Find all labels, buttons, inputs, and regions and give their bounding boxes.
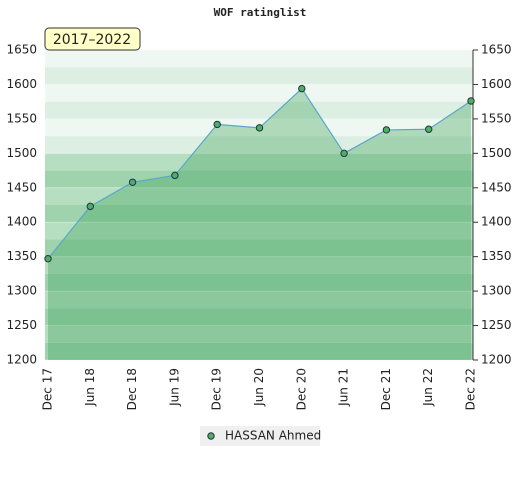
y2-tick-label: 1450	[481, 180, 512, 194]
band	[45, 239, 473, 257]
band	[45, 308, 473, 326]
y-tick-label: 1350	[6, 249, 37, 263]
x-tick-label: Jun 19	[167, 368, 181, 407]
point	[171, 171, 179, 180]
band	[45, 67, 473, 85]
point	[382, 126, 391, 134]
y2-tick-label: 1350	[481, 249, 512, 263]
y-tick-label: 1450	[6, 180, 37, 194]
point	[213, 120, 221, 129]
band	[45, 325, 473, 343]
legend-label: HASSAN Ahmed	[225, 429, 321, 443]
point	[340, 149, 348, 158]
band	[45, 291, 473, 309]
band	[45, 205, 473, 223]
y-tick-label: 1300	[6, 284, 37, 298]
point	[86, 202, 95, 211]
y2-tick-label: 1600	[481, 77, 512, 91]
marks	[44, 84, 475, 361]
plot-background	[45, 50, 473, 360]
y-tick-label: 1550	[6, 111, 37, 125]
x-tick-label: Dec 17	[41, 368, 55, 410]
y-tick-label: 1400	[6, 215, 37, 229]
y2-tick-label: 1250	[481, 318, 512, 332]
point	[255, 124, 264, 132]
x-tick-label: Dec 22	[464, 368, 478, 410]
x-tick-label: Jun 21	[337, 368, 351, 407]
band	[45, 273, 473, 292]
subtitle: 2017–2022	[53, 32, 131, 48]
band	[45, 222, 473, 240]
y-tick-label: 1650	[6, 43, 37, 57]
band	[45, 342, 473, 360]
area	[48, 88, 471, 361]
y-tick-label: 1200	[6, 353, 37, 367]
legend	[200, 426, 320, 446]
x-tick-label: Jun 22	[421, 368, 435, 407]
y-tick-label: 1600	[6, 77, 37, 91]
point	[298, 84, 306, 93]
band	[45, 101, 473, 119]
x-tick-label: Dec 18	[125, 368, 139, 410]
chart-title: WOF ratinglist	[214, 6, 307, 19]
band	[45, 170, 473, 188]
band	[45, 50, 473, 68]
y2-tick-label: 1300	[481, 284, 512, 298]
y2-tick-label: 1400	[481, 215, 512, 229]
y2-tick-label: 1650	[481, 43, 512, 57]
y2-tick-label: 1200	[481, 353, 512, 367]
subtitle-badge	[44, 27, 141, 51]
point	[467, 97, 475, 105]
x-tick-label: Jun 18	[83, 368, 97, 407]
band	[45, 136, 473, 154]
x-tick-label: Dec 19	[210, 368, 224, 410]
point	[425, 125, 433, 133]
point	[128, 178, 137, 186]
y-tick-label: 1250	[6, 318, 37, 332]
y2-tick-label: 1550	[481, 111, 512, 125]
band	[45, 256, 473, 274]
band	[45, 84, 473, 102]
band	[45, 187, 473, 205]
point	[44, 255, 52, 263]
x-tick-label: Dec 21	[379, 368, 393, 410]
legend-marker	[207, 432, 215, 440]
x-tick-label: Dec 20	[294, 368, 308, 410]
y-tick-label: 1500	[6, 146, 37, 160]
band	[45, 153, 473, 171]
y2-tick-label: 1500	[481, 146, 512, 160]
x-tick-label: Jun 20	[252, 368, 266, 407]
